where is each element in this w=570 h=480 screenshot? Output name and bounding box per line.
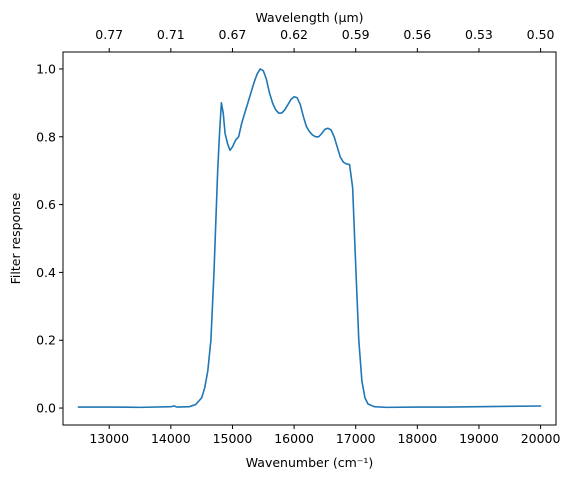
- top-axis: 0.77 0.71 0.67 0.62 0.59 0.56 0.53 0.50: [95, 27, 555, 52]
- y-tick-label: 1.0: [36, 61, 56, 76]
- top-axis-label: Wavelength (μm): [255, 10, 363, 25]
- top-tick-label: 0.59: [342, 27, 370, 42]
- top-tick-label: 0.71: [157, 27, 185, 42]
- y-tick-label: 0.2: [36, 333, 56, 348]
- top-tick-label: 0.62: [280, 27, 308, 42]
- top-tick-label: 0.53: [465, 27, 493, 42]
- x-tick-label: 19000: [459, 431, 499, 446]
- left-axis: 0.0 0.2 0.4 0.6 0.8 1.0: [36, 61, 63, 416]
- top-tick-label: 0.77: [95, 27, 123, 42]
- top-tick-label: 0.67: [219, 27, 247, 42]
- x-tick-label: 18000: [397, 431, 437, 446]
- x-tick-label: 17000: [336, 431, 376, 446]
- top-tick-label: 0.50: [527, 27, 555, 42]
- y-tick-label: 0.0: [36, 401, 56, 416]
- y-tick-label: 0.4: [36, 265, 56, 280]
- y-tick-label: 0.8: [36, 129, 56, 144]
- series-layer: [77, 68, 542, 409]
- bottom-axis: 13000 14000 15000 16000 17000 18000 19000 20000: [89, 425, 561, 446]
- plot-area: [63, 52, 556, 425]
- x-tick-label: 16000: [274, 431, 314, 446]
- x-axis-label: Wavenumber (cm⁻¹): [246, 455, 373, 470]
- series-line: [77, 68, 542, 409]
- y-tick-label: 0.6: [36, 197, 56, 212]
- y-axis-label: Filter response: [8, 192, 23, 284]
- x-tick-label: 14000: [151, 431, 191, 446]
- x-tick-label: 20000: [521, 431, 561, 446]
- plot-frame: [62, 51, 557, 426]
- top-tick-label: 0.56: [403, 27, 431, 42]
- x-tick-label: 15000: [213, 431, 253, 446]
- x-tick-label: 13000: [89, 431, 129, 446]
